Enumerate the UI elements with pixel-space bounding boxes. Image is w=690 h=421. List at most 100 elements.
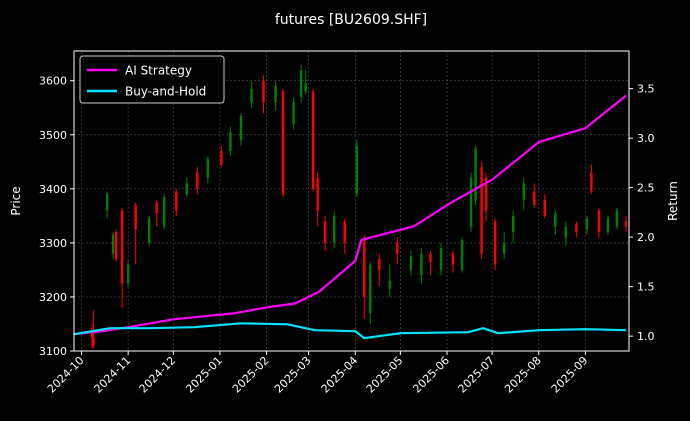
candle-body bbox=[575, 223, 578, 233]
y-tick-label-right: 1.5 bbox=[637, 281, 655, 294]
candle-body bbox=[554, 213, 557, 227]
candle-body bbox=[90, 332, 94, 338]
candle-body bbox=[533, 191, 536, 206]
y-tick-label-left: 3500 bbox=[39, 129, 67, 142]
x-tick-label: 2025-04 bbox=[319, 354, 361, 396]
candle-body bbox=[274, 86, 277, 103]
candle-body bbox=[343, 221, 346, 243]
candle-body bbox=[355, 145, 358, 195]
candle-body bbox=[134, 205, 137, 230]
left-y-axis-label: Price bbox=[9, 186, 23, 215]
candle-body bbox=[363, 237, 366, 297]
x-tick-label: 2025-05 bbox=[364, 354, 406, 396]
x-tick-label: 2025-08 bbox=[502, 354, 544, 396]
x-tick-label: 2025-02 bbox=[230, 354, 272, 396]
ai-strategy-line bbox=[73, 94, 627, 336]
x-tick-label: 2024-11 bbox=[92, 354, 134, 396]
candle-body bbox=[163, 196, 166, 227]
y-tick-label-right: 3.5 bbox=[637, 83, 655, 96]
candle-body bbox=[502, 242, 506, 254]
x-tick-label: 2025-01 bbox=[183, 354, 225, 396]
candle-body bbox=[114, 232, 118, 260]
candle-body bbox=[597, 210, 601, 233]
y-tick-label-right: 2.0 bbox=[637, 231, 655, 244]
x-tick-label: 2025-03 bbox=[272, 354, 314, 396]
buy-and-hold-line bbox=[73, 322, 627, 340]
candle-body bbox=[369, 264, 372, 314]
legend-label-ai-strategy: AI Strategy bbox=[125, 64, 192, 78]
candle-body bbox=[250, 88, 253, 103]
candle-body bbox=[323, 221, 327, 243]
candle-body bbox=[239, 115, 243, 141]
y-tick-label-left: 3600 bbox=[39, 75, 67, 88]
candle-body bbox=[460, 240, 464, 270]
candle-body bbox=[409, 256, 413, 270]
candle-body bbox=[564, 226, 568, 238]
y-tick-label-left: 3300 bbox=[39, 237, 67, 250]
candle-body bbox=[615, 210, 619, 227]
candle-body bbox=[304, 83, 307, 92]
candle-body bbox=[229, 132, 232, 151]
y-tick-label-right: 3.0 bbox=[637, 132, 655, 145]
candle-body bbox=[484, 178, 488, 211]
candle-body bbox=[451, 253, 455, 265]
candle-body bbox=[281, 91, 285, 195]
candle-body bbox=[299, 69, 303, 97]
legend: AI Strategy Buy-and-Hold bbox=[79, 55, 225, 104]
candle-body bbox=[175, 191, 178, 211]
candle-body bbox=[522, 183, 525, 200]
chart-title: futures [BU2609.SHF] bbox=[275, 12, 427, 28]
candle-body bbox=[292, 102, 295, 124]
candle-body bbox=[155, 202, 158, 214]
candle-body bbox=[429, 253, 432, 262]
candle-body bbox=[474, 148, 477, 200]
candle-body bbox=[316, 178, 319, 211]
legend-label-buy-and-hold: Buy-and-Hold bbox=[125, 85, 206, 99]
candle-body bbox=[480, 167, 483, 254]
right-y-axis-label: Return bbox=[666, 181, 680, 221]
y-tick-label-right: 2.5 bbox=[637, 182, 655, 195]
candle-body bbox=[606, 218, 610, 233]
x-tick-label: 2025-06 bbox=[410, 354, 452, 396]
candle-body bbox=[333, 215, 336, 243]
candle-body bbox=[105, 194, 109, 211]
candles bbox=[90, 64, 628, 349]
x-tick-label: 2025-07 bbox=[456, 354, 498, 396]
candle-body bbox=[185, 183, 189, 195]
candle-body bbox=[378, 259, 381, 270]
right-y-axis: 1.0 1.5 2.0 2.5 3.0 3.5 bbox=[629, 83, 655, 343]
y-tick-label-left: 3400 bbox=[39, 183, 67, 196]
candle-body bbox=[196, 172, 199, 189]
candle-body bbox=[590, 172, 593, 192]
plot-frame bbox=[73, 50, 630, 352]
x-axis: 2024-10 2024-11 2024-12 2025-01 2025-02 2025-… bbox=[45, 351, 591, 396]
candle-body bbox=[111, 234, 115, 254]
candle-body bbox=[220, 151, 223, 165]
candle-body bbox=[585, 218, 589, 230]
candle-body bbox=[543, 199, 546, 216]
candle-body bbox=[126, 264, 130, 284]
y-tick-label-left: 3200 bbox=[39, 291, 67, 304]
candle-body bbox=[388, 280, 392, 289]
candle-body bbox=[148, 218, 151, 243]
candle-body bbox=[624, 221, 628, 227]
candle-body bbox=[120, 210, 124, 284]
y-tick-label-right: 1.0 bbox=[637, 330, 655, 343]
candle-body bbox=[420, 253, 423, 276]
candle-body bbox=[511, 215, 515, 233]
candle-body bbox=[206, 159, 210, 179]
candle-body bbox=[92, 337, 95, 346]
left-y-axis: 3100 3200 3300 3400 3500 3600 bbox=[39, 75, 74, 358]
x-tick-label: 2025-09 bbox=[549, 354, 591, 396]
y-tick-label-left: 3100 bbox=[39, 345, 67, 358]
x-tick-label: 2024-12 bbox=[137, 354, 179, 396]
candle-body bbox=[311, 91, 315, 189]
candle-body bbox=[396, 242, 399, 254]
candle-body bbox=[262, 80, 265, 103]
candle-body bbox=[469, 178, 473, 227]
candle-body bbox=[493, 221, 497, 265]
x-tick-label: 2024-10 bbox=[45, 354, 87, 396]
candle-body bbox=[439, 248, 443, 270]
return-lines bbox=[73, 94, 627, 340]
